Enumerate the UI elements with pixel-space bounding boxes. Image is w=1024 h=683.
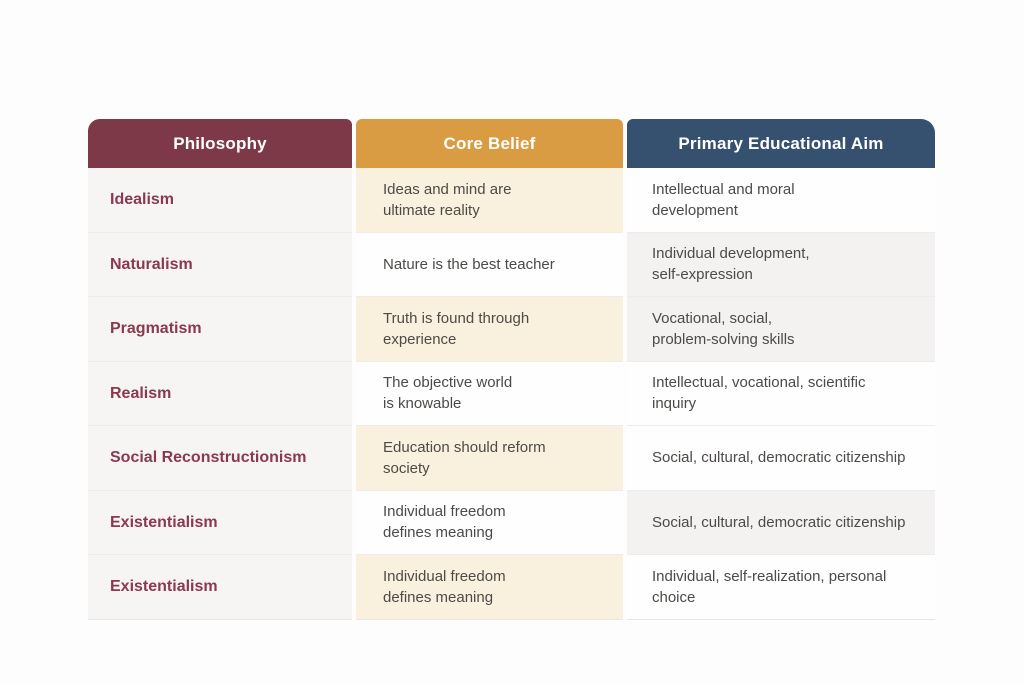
core-belief-cell: Education should reform society — [356, 426, 623, 491]
column-header-primary-educational-aim: Primary Educational Aim — [627, 119, 935, 168]
column-header-philosophy: Philosophy — [88, 119, 352, 168]
table-header-row: Philosophy Core Belief Primary Education… — [88, 119, 935, 168]
table-row: Existentialism Individual freedom define… — [88, 490, 935, 555]
philosophy-comparison-table: Philosophy Core Belief Primary Education… — [88, 119, 935, 620]
educational-aim-cell: Social, cultural, democratic citizenship — [627, 426, 935, 491]
table-row: Realism The objective world is knowable … — [88, 361, 935, 426]
table-row: Naturalism Nature is the best teacher In… — [88, 232, 935, 297]
educational-aim-cell: Individual development, self-expression — [627, 232, 935, 297]
philosophy-cell: Social Reconstructionism — [88, 426, 352, 491]
core-belief-cell: Individual freedom defines meaning — [356, 555, 623, 620]
educational-aim-cell: Individual, self-realization, personal c… — [627, 555, 935, 620]
core-belief-cell: Truth is found through experience — [356, 297, 623, 362]
table-body: Idealism Ideas and mind are ultimate rea… — [88, 168, 935, 620]
educational-aim-cell: Intellectual and moral development — [627, 168, 935, 233]
table-row: Social Reconstructionism Education shoul… — [88, 426, 935, 491]
core-belief-cell: Nature is the best teacher — [356, 232, 623, 297]
philosophy-cell: Existentialism — [88, 490, 352, 555]
philosophy-cell: Idealism — [88, 168, 352, 233]
table-row: Existentialism Individual freedom define… — [88, 555, 935, 620]
philosophy-cell: Existentialism — [88, 555, 352, 620]
table-row: Pragmatism Truth is found through experi… — [88, 297, 935, 362]
educational-aim-cell: Vocational, social, problem-solving skil… — [627, 297, 935, 362]
core-belief-cell: Ideas and mind are ultimate reality — [356, 168, 623, 233]
table-row: Idealism Ideas and mind are ultimate rea… — [88, 168, 935, 233]
philosophy-cell: Pragmatism — [88, 297, 352, 362]
philosophy-cell: Realism — [88, 361, 352, 426]
core-belief-cell: The objective world is knowable — [356, 361, 623, 426]
educational-aim-cell: Social, cultural, democratic citizenship — [627, 490, 935, 555]
column-header-core-belief: Core Belief — [356, 119, 623, 168]
philosophy-cell: Naturalism — [88, 232, 352, 297]
educational-aim-cell: Intellectual, vocational, scientific inq… — [627, 361, 935, 426]
core-belief-cell: Individual freedom defines meaning — [356, 490, 623, 555]
